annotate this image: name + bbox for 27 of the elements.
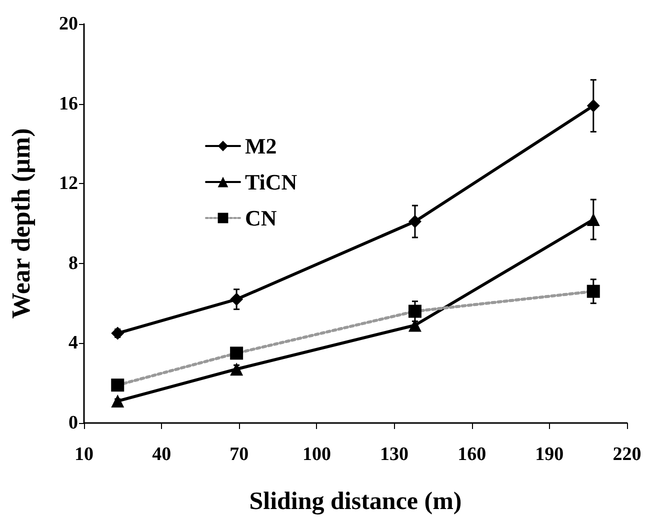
point — [111, 326, 124, 340]
y-tick-label: 12 — [59, 173, 78, 194]
legend-label: M2 — [245, 134, 277, 158]
point — [111, 394, 124, 408]
x-axis-title: Sliding distance (m) — [249, 488, 462, 515]
point — [586, 213, 600, 226]
legend-label: CN — [245, 206, 277, 230]
x-tick-label: 220 — [612, 444, 642, 465]
y-axis-title: Wear depth (μm) — [6, 128, 36, 319]
x-tick-label: 130 — [380, 444, 409, 465]
y-tick-label: 16 — [59, 93, 78, 114]
point — [408, 215, 422, 228]
x-tick-label: 40 — [152, 444, 172, 465]
x-tick-label: 160 — [458, 444, 486, 465]
point — [230, 292, 244, 306]
y-tick-label: 4 — [68, 332, 78, 354]
x-tick-label: 190 — [535, 444, 564, 465]
point — [408, 318, 422, 332]
y-tick-label: 0 — [68, 412, 78, 434]
x-tick-label: 70 — [230, 444, 249, 465]
point — [586, 99, 600, 112]
y-tick-label: 20 — [59, 14, 78, 34]
legend-label: TiCN — [245, 170, 298, 194]
point — [230, 362, 244, 376]
x-tick-label: 100 — [302, 444, 331, 465]
x-tick-label: 10 — [74, 444, 94, 465]
y-tick-label: 8 — [68, 252, 78, 274]
